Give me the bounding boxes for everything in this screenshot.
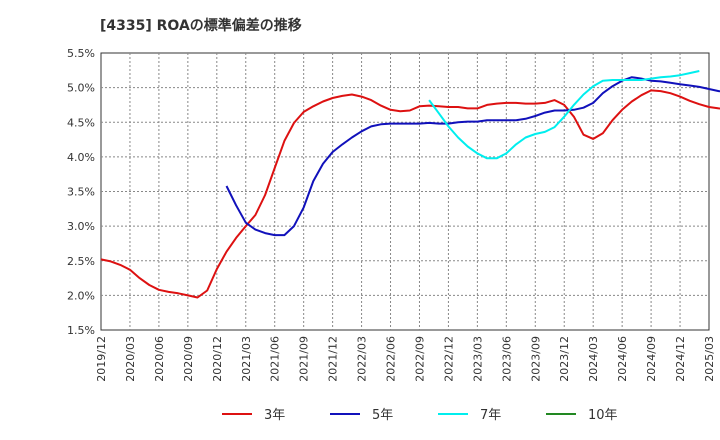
legend: 3年 5年 7年 10年	[222, 408, 618, 423]
series-line-5年	[225, 76, 720, 237]
y-tick-label: 5.5%	[67, 47, 95, 60]
x-tick-label: 2020/12	[211, 336, 224, 382]
x-tick-label: 2020/09	[182, 336, 195, 382]
x-tick-label: 2021/09	[298, 336, 311, 382]
y-tick-label: 2.0%	[67, 289, 95, 302]
y-tick-label: 2.5%	[67, 255, 95, 268]
x-tick-label: 2024/06	[616, 336, 629, 382]
series-lines	[100, 70, 720, 299]
legend-label: 3年	[264, 408, 285, 423]
x-tick-label: 2022/09	[413, 336, 426, 382]
x-tick-label: 2024/03	[587, 336, 600, 382]
y-tick-label: 3.5%	[67, 186, 95, 199]
x-tick-label: 2021/12	[327, 336, 340, 382]
y-tick-label: 4.0%	[67, 151, 95, 164]
x-tick-label: 2023/09	[529, 336, 542, 382]
x-tick-label: 2023/06	[500, 336, 513, 382]
series-line-3年	[100, 89, 720, 299]
x-tick-label: 2023/12	[558, 336, 571, 382]
x-tick-label: 2021/03	[240, 336, 253, 382]
x-tick-label: 2024/09	[645, 336, 658, 382]
y-axis-tick-labels: 1.5% 2.0% 2.5% 3.0% 3.5% 4.0% 4.5% 5.0% 5.5%	[67, 47, 95, 337]
chart-title: [4335] ROAの標準偏差の推移	[100, 17, 302, 34]
x-tick-label: 2022/03	[356, 336, 369, 382]
x-tick-label: 2024/12	[674, 336, 687, 382]
x-tick-label: 2022/06	[385, 336, 398, 382]
x-tick-label: 2022/12	[442, 336, 455, 382]
legend-label: 5年	[372, 408, 393, 423]
y-tick-label: 5.0%	[67, 82, 95, 95]
legend-label: 10年	[588, 408, 618, 423]
grid-lines	[101, 53, 709, 330]
x-tick-label: 2019/12	[95, 336, 108, 382]
legend-label: 7年	[480, 408, 501, 423]
x-axis-tick-labels: 2019/12 2020/03 2020/06 2020/09 2020/12 2021/…	[95, 336, 716, 382]
x-tick-label: 2020/03	[124, 336, 137, 382]
y-tick-label: 1.5%	[67, 324, 95, 337]
x-tick-label: 2023/03	[471, 336, 484, 382]
x-tick-label: 2021/06	[269, 336, 282, 382]
x-tick-label: 2020/06	[153, 336, 166, 382]
series-line-7年	[428, 70, 700, 160]
y-tick-label: 4.5%	[67, 116, 95, 129]
x-tick-label: 2025/03	[703, 336, 716, 382]
y-tick-label: 3.0%	[67, 220, 95, 233]
